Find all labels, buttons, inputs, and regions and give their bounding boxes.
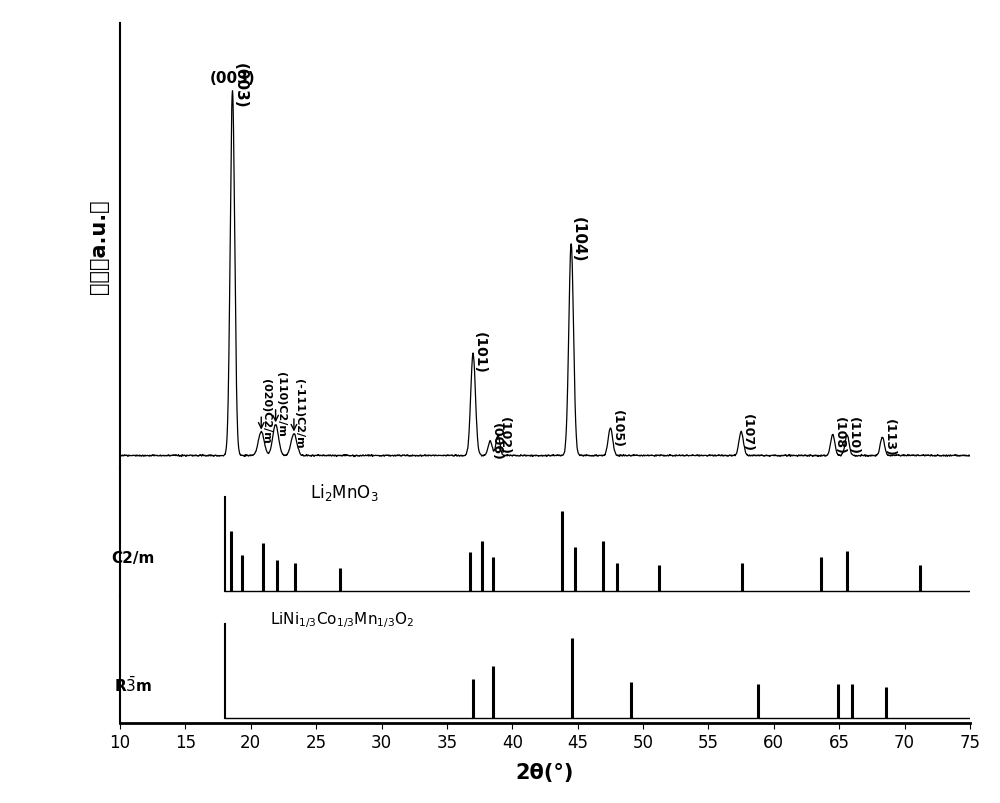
Text: (-111)C2/m: (-111)C2/m [294,378,304,448]
Text: (108): (108) [833,416,846,454]
Text: (003): (003) [232,63,247,109]
Text: (006): (006) [490,422,503,460]
Text: C2/m: C2/m [111,551,155,565]
Text: (110): (110) [847,417,860,454]
Text: (110)C2/m: (110)C2/m [276,372,286,436]
Text: (107): (107) [741,414,754,451]
Text: (003): (003) [210,71,255,86]
Text: (104): (104) [571,216,586,262]
Text: (113): (113) [882,419,895,457]
Text: (101): (101) [473,331,487,373]
Text: $\mathrm{LiNi_{1/3}Co_{1/3}Mn_{1/3}O_2}$: $\mathrm{LiNi_{1/3}Co_{1/3}Mn_{1/3}O_2}$ [270,609,415,630]
Text: (020)C2/m: (020)C2/m [261,379,271,443]
Text: R$\bar{3}$m: R$\bar{3}$m [114,675,152,695]
Text: $\mathrm{Li_2MnO_3}$: $\mathrm{Li_2MnO_3}$ [310,482,378,503]
Text: (102): (102) [498,417,511,454]
Text: (105): (105) [610,410,623,447]
Y-axis label: 强度（a.u.）: 强度（a.u.） [89,199,109,294]
X-axis label: 2θ(°): 2θ(°) [516,762,574,782]
